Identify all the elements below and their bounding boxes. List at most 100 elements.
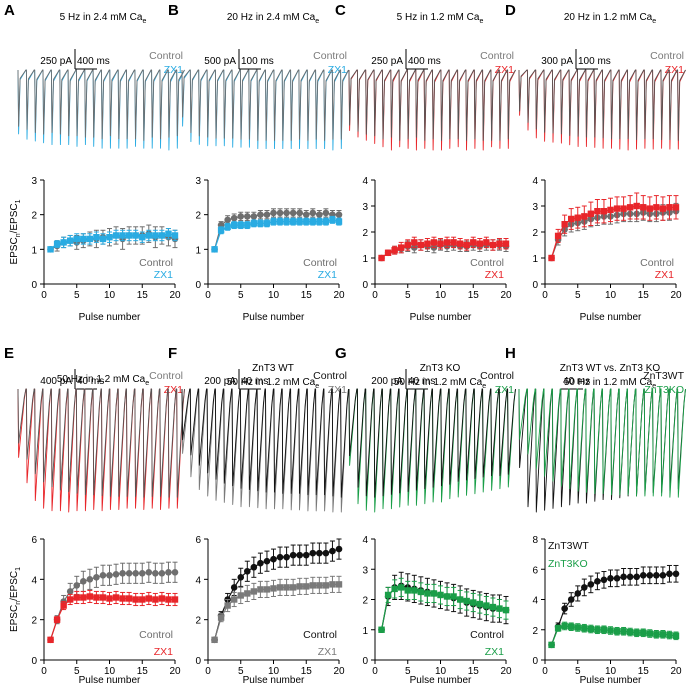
x-tick-label: 15 [301, 290, 313, 301]
series-control [211, 538, 343, 644]
data-point [384, 249, 392, 256]
x-tick-label: 5 [238, 666, 244, 677]
data-point [119, 569, 126, 577]
x-axis-label: Pulse number [580, 675, 642, 686]
scale-time: 100 ms [241, 56, 274, 67]
data-point [165, 596, 172, 603]
series-control [211, 208, 343, 253]
x-tick-label: 5 [74, 290, 80, 301]
data-point [73, 582, 81, 589]
data-point [581, 584, 588, 591]
data-point [594, 626, 601, 633]
data-point [646, 572, 654, 579]
data-point [263, 586, 271, 593]
panel-label: G [335, 345, 347, 362]
data-point [470, 599, 477, 606]
data-point [335, 211, 343, 218]
scale-time: 400 ms [408, 56, 441, 67]
y-tick-label: 3 [362, 565, 368, 576]
data-point [303, 583, 310, 590]
data-point [633, 629, 640, 636]
data-point [463, 241, 470, 249]
data-point [424, 240, 431, 247]
data-point [244, 221, 251, 229]
data-point [496, 605, 503, 612]
series-control [47, 224, 179, 253]
data-point [165, 230, 172, 237]
series-zx1 [47, 589, 179, 644]
data-point [270, 555, 277, 563]
legend-label: ZX1 [328, 384, 347, 396]
data-point [296, 218, 303, 225]
data-point [411, 239, 418, 246]
data-point [309, 218, 316, 225]
x-tick-label: 15 [301, 666, 313, 677]
y-tick-label: 2 [195, 211, 201, 222]
data-point [158, 595, 166, 602]
data-point [296, 583, 303, 590]
data-point [653, 204, 660, 211]
plot-legend-label: Control [470, 629, 504, 641]
data-point [112, 594, 120, 601]
data-point [417, 588, 425, 596]
x-tick-label: 10 [435, 290, 447, 301]
y-tick-label: 4 [31, 575, 37, 586]
data-point [430, 239, 438, 246]
x-tick-label: 15 [638, 666, 650, 677]
plot-legend-label: ZnT3KO [548, 558, 588, 570]
data-point [80, 594, 87, 601]
data-point [561, 605, 568, 612]
data-point [335, 581, 343, 588]
data-point [659, 631, 667, 638]
data-point [470, 239, 477, 246]
data-point [309, 549, 317, 557]
data-point [296, 209, 304, 217]
data-point [633, 573, 640, 581]
data-point [322, 209, 330, 217]
data-point [250, 220, 258, 227]
data-point [60, 602, 67, 609]
data-point [263, 211, 271, 218]
data-point [303, 218, 310, 225]
y-tick-label: 4 [195, 575, 201, 586]
data-point [106, 234, 113, 241]
x-tick-label: 15 [468, 666, 480, 677]
plot-legend-label: ZX1 [154, 646, 173, 658]
y-tick-label: 1 [31, 245, 37, 256]
y-tick-label: 0 [195, 280, 201, 291]
data-point [316, 218, 323, 225]
data-point [561, 221, 568, 228]
data-point [316, 549, 323, 557]
data-point [224, 216, 231, 224]
x-tick-label: 20 [670, 290, 682, 301]
data-point [626, 573, 634, 581]
x-tick-label: 5 [74, 666, 80, 677]
x-tick-label: 20 [169, 290, 181, 301]
data-point [302, 551, 310, 559]
data-point [653, 572, 660, 579]
scale-amplitude: 200 pA [371, 376, 403, 387]
data-point [145, 595, 152, 602]
data-point [659, 205, 667, 212]
panel-subtitle: 50 Hz in 1.2 mM Cae [564, 377, 656, 390]
data-point [86, 235, 94, 243]
data-point [613, 575, 621, 582]
x-tick-label: 20 [670, 666, 682, 677]
legend-label: ZX1 [164, 384, 183, 396]
data-point [404, 241, 411, 249]
data-point [53, 616, 61, 623]
y-tick-label: 8 [532, 535, 538, 546]
data-point [250, 588, 258, 595]
data-point [99, 572, 107, 579]
data-point [607, 575, 614, 582]
data-point [250, 563, 258, 571]
data-point [391, 247, 398, 254]
data-point [296, 551, 304, 559]
data-point [132, 596, 139, 603]
data-point [456, 596, 464, 603]
scale-time: 40 ms [408, 376, 435, 387]
data-point [322, 218, 330, 225]
data-point [230, 214, 238, 222]
